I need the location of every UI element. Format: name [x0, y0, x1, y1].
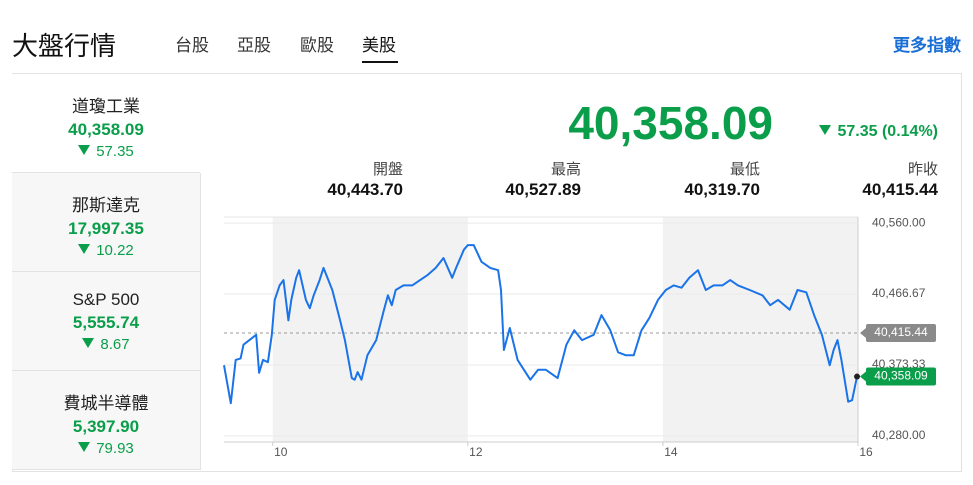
x-tick-label: 10: [274, 445, 288, 459]
stat-label: 最低: [729, 161, 760, 178]
session-band: [272, 217, 468, 442]
change-text: 57.35 (0.14%): [837, 123, 938, 140]
down-arrow: [78, 145, 91, 155]
stat-value: 40,527.89: [505, 180, 581, 199]
last-label-pointer: [860, 371, 866, 382]
index-value: 5,397.90: [72, 417, 140, 436]
price-change: 57.35 (0.14%): [819, 123, 938, 141]
tab[interactable]: 亞股: [237, 36, 271, 55]
index-change: 10.22: [12, 242, 200, 259]
index-value: 17,997.35: [68, 219, 144, 238]
index-change: 57.35: [12, 143, 200, 160]
tab-underline: [362, 61, 398, 63]
stat-label: 最高: [550, 161, 581, 178]
tab[interactable]: 歐股: [300, 36, 334, 55]
last-label: 40,358.09: [874, 369, 928, 383]
stat-label: 開盤: [372, 161, 403, 178]
index-value: 5,555.74: [72, 313, 140, 332]
change-text: 57.35: [96, 143, 134, 160]
reference-label: 40,415.44: [874, 325, 928, 339]
page-title: 大盤行情: [12, 31, 117, 61]
y-tick-label: 40,560.00: [872, 215, 926, 229]
index-item[interactable]: 費城半導體 5,397.90 79.93: [12, 371, 201, 470]
down-arrow: [82, 338, 95, 348]
index-change: 79.93: [12, 440, 200, 457]
reference-label-box: [866, 323, 936, 342]
price: 40,358.09: [568, 97, 773, 149]
y-tick-label: 40,466.67: [872, 286, 926, 300]
tab[interactable]: 美股: [362, 36, 396, 55]
reference-label-pointer: [860, 327, 866, 338]
price-line: [223, 244, 858, 405]
more-link[interactable]: 更多指數: [893, 36, 961, 55]
index-item[interactable]: 道瓊工業 40,358.09 57.35: [12, 74, 200, 173]
x-tick-label: 16: [859, 445, 873, 459]
change-text: 10.22: [96, 242, 134, 259]
y-tick-label: 40,280.00: [872, 428, 926, 442]
down-arrow: [78, 244, 91, 254]
index-change: 8.67: [12, 336, 200, 353]
stat-value: 40,415.44: [862, 180, 938, 199]
stat-value: 40,443.70: [327, 180, 403, 199]
stat-label: 昨收: [907, 161, 938, 178]
change-text: 79.93: [96, 440, 134, 457]
index-name: 費城半導體: [63, 394, 149, 413]
index-item[interactable]: S&P 500 5,555.74 8.67: [12, 272, 201, 371]
change-text: 8.67: [100, 336, 130, 353]
x-tick-label: 14: [664, 445, 678, 459]
index-name: 那斯達克: [72, 196, 140, 215]
index-name: S&P 500: [72, 290, 140, 309]
tab[interactable]: 台股: [175, 36, 209, 55]
x-tick-label: 12: [469, 445, 483, 459]
stat-value: 40,319.70: [684, 180, 760, 199]
session-band: [662, 217, 858, 442]
index-value: 40,358.09: [68, 120, 144, 139]
last-label-box: [866, 367, 936, 386]
index-name: 道瓊工業: [72, 97, 140, 116]
index-item[interactable]: 那斯達克 17,997.35 10.22: [12, 173, 201, 272]
down-arrow: [78, 442, 91, 452]
last-point: [854, 373, 861, 380]
